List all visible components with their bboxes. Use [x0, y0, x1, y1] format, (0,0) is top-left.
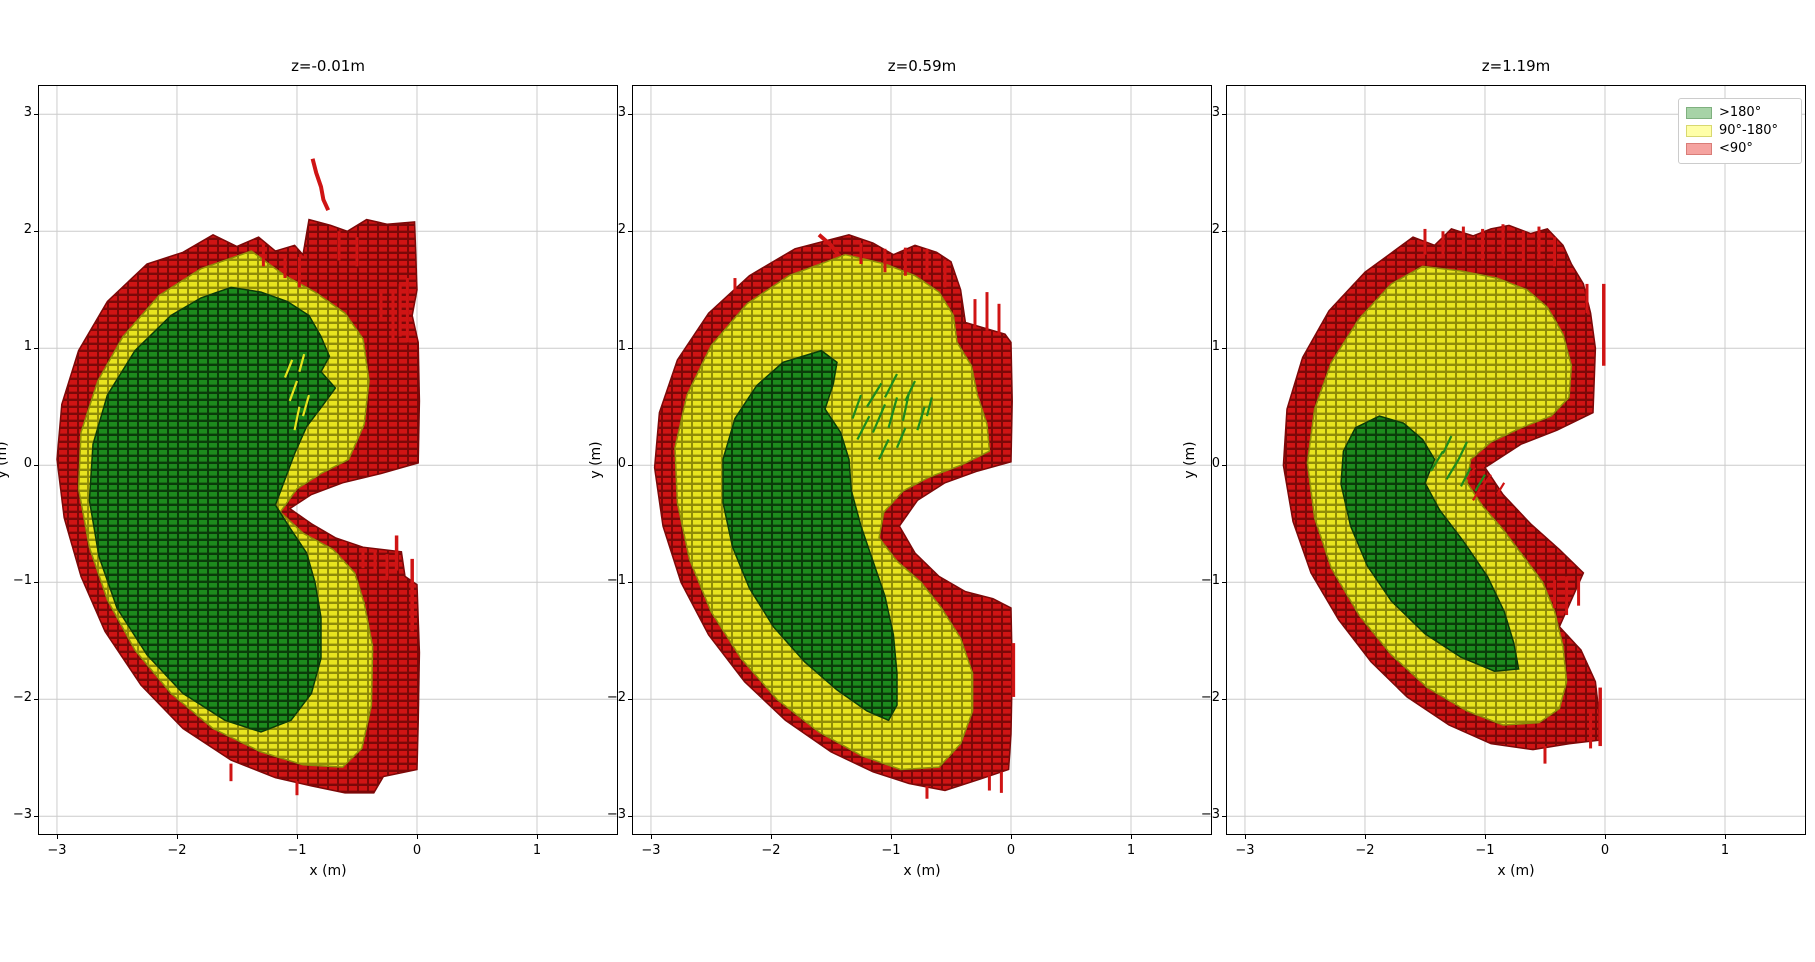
- subplot-z-1-19m: z=1.19m x (m) y (m) −3 −2 −1 0 1 3 2 1 0 −1 −2 −3: [1182, 57, 1806, 879]
- legend-row: <90°: [1686, 140, 1794, 158]
- y-tick-mark: [34, 582, 38, 584]
- y-tick-label: 2: [1211, 222, 1220, 238]
- legend-label: <90°: [1719, 141, 1753, 156]
- x-tick-mark: [890, 835, 892, 839]
- y-tick-label: −2: [12, 690, 32, 706]
- x-tick-label: 0: [412, 843, 422, 858]
- y-tick-mark: [34, 231, 38, 233]
- x-tick-mark: [1364, 835, 1366, 839]
- x-axis-label: x (m): [1497, 863, 1535, 879]
- x-tick-mark: [1724, 835, 1726, 839]
- y-tick-mark: [628, 699, 632, 701]
- subplot-z-0-59m: z=0.59m x (m) y (m) −3 −2 −1 0 1 3 2 1 0 −1 −2 −3: [588, 57, 1212, 879]
- y-tick-label: 1: [617, 339, 626, 355]
- y-tick-mark: [628, 582, 632, 584]
- x-tick-mark: [296, 835, 298, 839]
- x-tick-label: −1: [1475, 843, 1495, 858]
- y-tick-label: 2: [23, 222, 32, 238]
- x-tick-mark: [770, 835, 772, 839]
- y-tick-label: 0: [1211, 456, 1220, 472]
- y-tick-mark: [1222, 465, 1226, 467]
- x-tick-mark: [1130, 835, 1132, 839]
- x-tick-label: −3: [47, 843, 67, 858]
- x-tick-label: 0: [1600, 843, 1610, 858]
- y-tick-label: 0: [617, 456, 626, 472]
- x-tick-label: 1: [1720, 843, 1730, 858]
- legend-swatch-yellow: [1686, 125, 1712, 137]
- y-tick-mark: [34, 465, 38, 467]
- x-tick-label: −2: [761, 843, 781, 858]
- y-tick-mark: [1222, 114, 1226, 116]
- legend-label: 90°-180°: [1719, 123, 1779, 138]
- x-tick-mark: [1604, 835, 1606, 839]
- x-tick-label: −1: [881, 843, 901, 858]
- legend-swatch-green: [1686, 107, 1712, 119]
- plot-area: [632, 85, 1212, 835]
- y-tick-mark: [1222, 816, 1226, 818]
- x-axis-label: x (m): [903, 863, 941, 879]
- x-tick-label: −3: [641, 843, 661, 858]
- y-tick-label: −1: [1200, 573, 1220, 589]
- x-tick-mark: [536, 835, 538, 839]
- x-tick-mark: [416, 835, 418, 839]
- y-tick-label: −1: [12, 573, 32, 589]
- y-tick-label: 0: [23, 456, 32, 472]
- y-tick-mark: [1222, 348, 1226, 350]
- y-tick-label: 3: [23, 105, 32, 121]
- x-tick-label: −2: [167, 843, 187, 858]
- region-green: [88, 286, 337, 733]
- x-axis-label: x (m): [309, 863, 347, 879]
- y-tick-label: −3: [606, 807, 626, 823]
- plot-area: [1226, 85, 1806, 835]
- y-tick-mark: [628, 348, 632, 350]
- legend-row: >180°: [1686, 104, 1794, 122]
- x-tick-label: 0: [1006, 843, 1016, 858]
- y-tick-mark: [628, 114, 632, 116]
- y-tick-label: 1: [23, 339, 32, 355]
- y-tick-mark: [34, 699, 38, 701]
- x-tick-label: 1: [532, 843, 542, 858]
- plot-area: [38, 85, 618, 835]
- x-tick-mark: [650, 835, 652, 839]
- y-tick-label: −1: [606, 573, 626, 589]
- y-tick-label: −3: [12, 807, 32, 823]
- y-tick-label: 2: [617, 222, 626, 238]
- x-tick-label: −3: [1235, 843, 1255, 858]
- y-tick-mark: [628, 816, 632, 818]
- legend-row: 90°-180°: [1686, 122, 1794, 140]
- y-tick-label: 3: [1211, 105, 1220, 121]
- legend-swatch-red: [1686, 143, 1712, 155]
- x-tick-label: −1: [287, 843, 307, 858]
- y-tick-mark: [628, 465, 632, 467]
- x-tick-mark: [176, 835, 178, 839]
- x-tick-mark: [1010, 835, 1012, 839]
- x-tick-label: 1: [1126, 843, 1136, 858]
- y-tick-label: −2: [606, 690, 626, 706]
- subplot-title: z=-0.01m: [291, 57, 365, 75]
- y-tick-label: −2: [1200, 690, 1220, 706]
- legend: >180° 90°-180° <90°: [1678, 98, 1802, 164]
- y-tick-mark: [628, 231, 632, 233]
- region-yellow: [1306, 265, 1573, 726]
- region-green: [1340, 415, 1520, 672]
- y-tick-label: 3: [617, 105, 626, 121]
- region-green: [722, 349, 898, 722]
- y-tick-mark: [1222, 699, 1226, 701]
- y-tick-mark: [1222, 582, 1226, 584]
- y-tick-mark: [1222, 231, 1226, 233]
- legend-label: >180°: [1719, 105, 1762, 120]
- x-tick-label: −2: [1355, 843, 1375, 858]
- y-tick-mark: [34, 348, 38, 350]
- x-tick-mark: [56, 835, 58, 839]
- x-tick-mark: [1244, 835, 1246, 839]
- y-tick-mark: [34, 114, 38, 116]
- x-tick-mark: [1484, 835, 1486, 839]
- y-tick-mark: [34, 816, 38, 818]
- subplot-title: z=1.19m: [1481, 57, 1551, 75]
- subplot-title: z=0.59m: [887, 57, 957, 75]
- y-tick-label: −3: [1200, 807, 1220, 823]
- y-tick-label: 1: [1211, 339, 1220, 355]
